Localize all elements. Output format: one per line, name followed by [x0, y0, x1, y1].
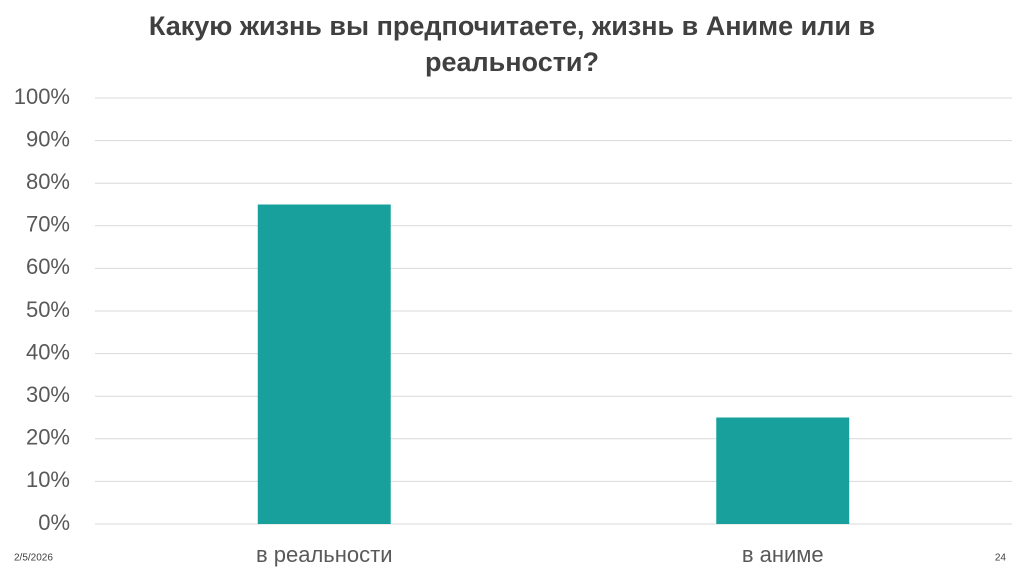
page-number: 24: [995, 553, 1007, 564]
bar: [257, 204, 391, 524]
y-tick-label: 40%: [26, 339, 70, 364]
y-tick-label: 50%: [26, 297, 70, 322]
y-tick-label: 100%: [14, 84, 70, 109]
x-tick-label: в реальности: [256, 542, 393, 567]
y-tick-label: 20%: [26, 425, 70, 450]
y-tick-label: 70%: [26, 212, 70, 237]
x-tick-label: в аниме: [742, 542, 824, 567]
y-tick-label: 60%: [26, 254, 70, 279]
chart-title: Какую жизнь вы предпочитаете, жизнь в Ан…: [148, 11, 876, 77]
footer-date: 2/5/2026: [14, 553, 53, 564]
y-tick-label: 90%: [26, 126, 70, 151]
y-tick-label: 80%: [26, 169, 70, 194]
bar: [716, 417, 850, 524]
y-tick-label: 30%: [26, 382, 70, 407]
y-tick-label: 10%: [26, 467, 70, 492]
y-tick-label: 0%: [38, 510, 70, 535]
